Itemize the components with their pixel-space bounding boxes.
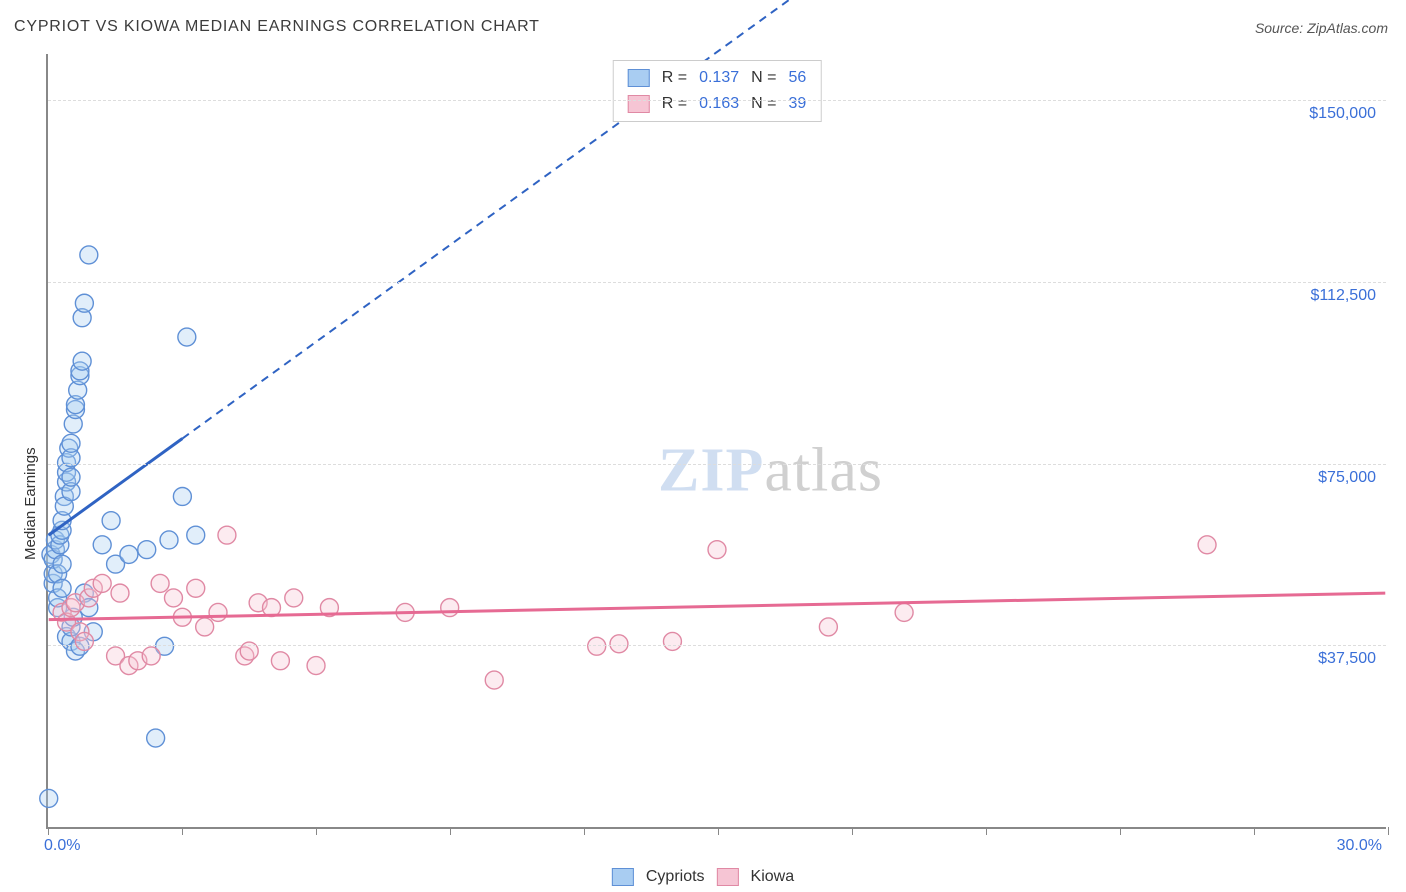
x-tick (1388, 827, 1389, 835)
x-tick (1254, 827, 1255, 835)
gridline-h (48, 645, 1386, 646)
x-tick (48, 827, 49, 835)
x-tick (182, 827, 183, 835)
y-axis-label: Median Earnings (22, 447, 39, 560)
x-tick (1120, 827, 1121, 835)
x-tick (316, 827, 317, 835)
y-tick-label: $150,000 (1309, 105, 1376, 123)
legend-swatch (717, 868, 739, 886)
legend-label: Cypriots (646, 868, 705, 885)
legend-row: R =0.137N =56 (622, 65, 813, 91)
chart-container: CYPRIOT VS KIOWA MEDIAN EARNINGS CORRELA… (0, 0, 1406, 892)
x-tick (450, 827, 451, 835)
legend-row: R =0.163N =39 (622, 91, 813, 117)
scatter-svg (48, 54, 1386, 827)
correlation-legend: R =0.137N =56R =0.163N =39 (613, 60, 822, 122)
legend-label: Kiowa (751, 868, 795, 885)
gridline-h (48, 464, 1386, 465)
chart-title: CYPRIOT VS KIOWA MEDIAN EARNINGS CORRELA… (14, 18, 540, 36)
series-legend: Cypriots Kiowa (606, 868, 800, 886)
y-tick-label: $75,000 (1318, 469, 1376, 487)
y-tick-label: $37,500 (1318, 650, 1376, 668)
x-tick (584, 827, 585, 835)
x-tick (852, 827, 853, 835)
x-tick (986, 827, 987, 835)
x-axis-end-label: 30.0% (1337, 837, 1382, 855)
y-tick-label: $112,500 (1310, 287, 1376, 305)
x-axis-start-label: 0.0% (44, 837, 80, 855)
x-tick (718, 827, 719, 835)
gridline-h (48, 282, 1386, 283)
source-attribution: Source: ZipAtlas.com (1255, 20, 1388, 36)
legend-swatch (612, 868, 634, 886)
gridline-h (48, 100, 1386, 101)
plot-area: ZIPatlas R =0.137N =56R =0.163N =39 0.0%… (46, 54, 1386, 829)
